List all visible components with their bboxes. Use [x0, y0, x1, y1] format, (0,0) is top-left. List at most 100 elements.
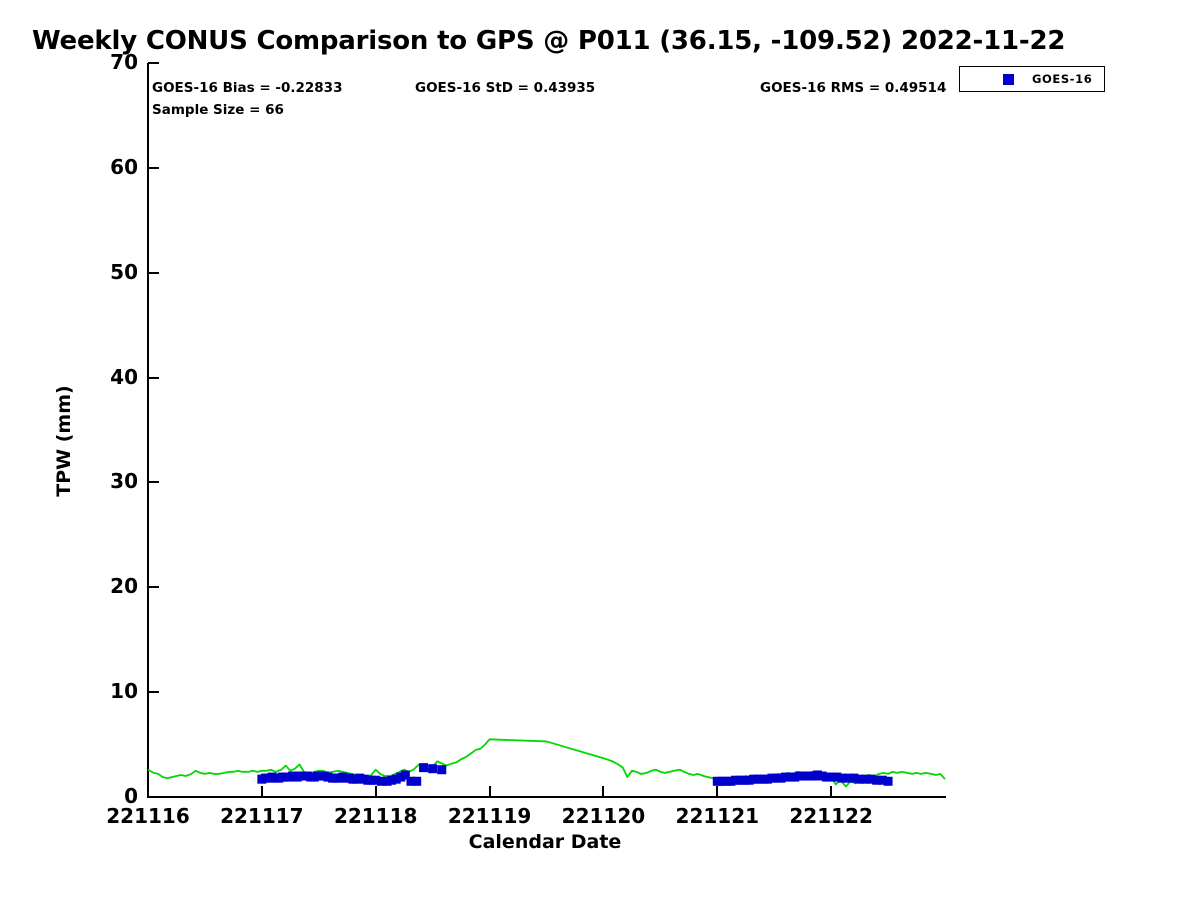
goes-data-marker	[860, 774, 870, 784]
x-tick-label: 221119	[447, 804, 532, 828]
goes-data-marker	[387, 775, 397, 785]
stat-rms: GOES-16 RMS = 0.49514	[760, 80, 947, 96]
legend-item-label: GOES-16	[1032, 72, 1093, 86]
y-tick-label: 60	[78, 155, 138, 179]
goes-data-marker	[771, 773, 781, 783]
x-tick-mark	[488, 786, 491, 797]
goes-data-marker	[812, 770, 822, 780]
x-tick-mark	[374, 786, 377, 797]
goes-data-marker	[838, 773, 848, 783]
y-tick-label: 50	[78, 260, 138, 284]
goes-data-marker	[872, 775, 882, 785]
x-tick-mark	[716, 786, 719, 797]
goes-data-marker	[849, 773, 859, 783]
y-tick-label-text: 10	[110, 679, 138, 704]
y-tick-label-text: 60	[110, 154, 138, 179]
x-axis-line	[147, 796, 946, 798]
goes-data-marker	[758, 774, 768, 784]
stat-bias: GOES-16 Bias = -0.22833	[152, 80, 343, 96]
y-tick-label-text: 0	[124, 784, 138, 808]
x-tick-label: 221117	[220, 804, 304, 828]
goes-data-marker	[437, 765, 447, 775]
y-tick-label-text: 30	[110, 469, 138, 494]
goes-data-marker	[412, 776, 422, 786]
goes-data-marker	[826, 772, 836, 782]
x-tick-mark	[260, 786, 263, 797]
y-tick-mark	[148, 376, 159, 379]
goes-data-marker	[366, 775, 376, 785]
y-tick-label: 10	[78, 679, 138, 703]
y-tick-label-text: 40	[110, 364, 138, 389]
x-tick-label: 221118	[333, 804, 418, 828]
goes-data-marker	[712, 776, 722, 786]
goes-data-marker	[817, 771, 827, 781]
y-tick-label-text: 70	[110, 50, 138, 74]
goes-data-marker	[428, 764, 438, 774]
goes-data-marker	[382, 776, 392, 786]
goes-data-marker	[799, 771, 809, 781]
goes-data-marker	[767, 773, 777, 783]
y-tick-mark	[148, 796, 159, 798]
goes-data-marker	[843, 773, 853, 783]
square-marker-icon	[1003, 74, 1014, 85]
goes-data-marker	[371, 775, 381, 785]
y-tick-mark	[148, 481, 159, 484]
goes-data-marker	[877, 775, 887, 785]
x-tick-label: 221116	[106, 804, 190, 828]
goes-data-marker	[832, 772, 842, 782]
goes-data-marker	[855, 774, 865, 784]
goes-data-marker	[866, 774, 876, 784]
y-tick-label: 40	[78, 365, 138, 389]
goes-data-marker	[749, 774, 759, 784]
goes-data-marker	[396, 772, 406, 782]
goes-data-marker	[744, 775, 754, 785]
x-tick-label: 221122	[789, 804, 873, 828]
x-tick-mark	[147, 786, 149, 797]
goes-data-marker	[717, 776, 727, 786]
goes-data-marker	[808, 771, 818, 781]
goes-data-marker	[721, 776, 731, 786]
legend: GOES-16	[959, 66, 1105, 92]
series-goes-16	[257, 763, 893, 786]
y-tick-mark	[148, 62, 159, 64]
goes-data-marker	[400, 770, 410, 780]
goes-data-marker	[406, 776, 416, 786]
goes-data-marker	[822, 772, 832, 782]
stat-std: GOES-16 StD = 0.43935	[415, 80, 596, 96]
page-title: Weekly CONUS Comparison to GPS @ P011 (3…	[32, 26, 1066, 56]
y-axis-label: TPW (mm)	[53, 385, 75, 497]
y-tick-label: 20	[78, 574, 138, 598]
goes-data-marker	[776, 773, 786, 783]
y-tick-label: 0	[78, 784, 138, 808]
goes-data-marker	[735, 775, 745, 785]
goes-data-marker	[883, 776, 893, 786]
plot-area	[147, 63, 946, 797]
goes-data-marker	[794, 771, 804, 781]
y-tick-label-text: 50	[110, 259, 138, 284]
y-tick-mark	[148, 691, 159, 694]
y-tick-mark	[148, 586, 159, 589]
goes-data-marker	[355, 773, 365, 783]
stat-sample-size: Sample Size = 66	[152, 102, 284, 118]
y-axis-line	[147, 63, 149, 798]
goes-data-marker	[803, 771, 813, 781]
goes-data-marker	[785, 772, 795, 782]
y-tick-label: 30	[78, 469, 138, 493]
x-tick-mark	[830, 786, 833, 797]
goes-data-marker	[753, 774, 763, 784]
y-tick-mark	[148, 271, 159, 274]
goes-data-marker	[740, 775, 750, 785]
goes-data-marker	[419, 763, 429, 773]
goes-data-marker	[288, 771, 298, 781]
goes-data-marker	[391, 774, 401, 784]
goes-data-marker	[323, 772, 333, 782]
goes-data-marker	[781, 772, 791, 782]
x-tick-label: 221121	[675, 804, 760, 828]
x-tick-mark	[602, 786, 605, 797]
goes-data-marker	[726, 776, 736, 786]
goes-data-marker	[731, 775, 740, 785]
goes-data-marker	[762, 774, 772, 784]
data-svg	[147, 738, 946, 788]
y-tick-label: 70	[78, 50, 138, 74]
